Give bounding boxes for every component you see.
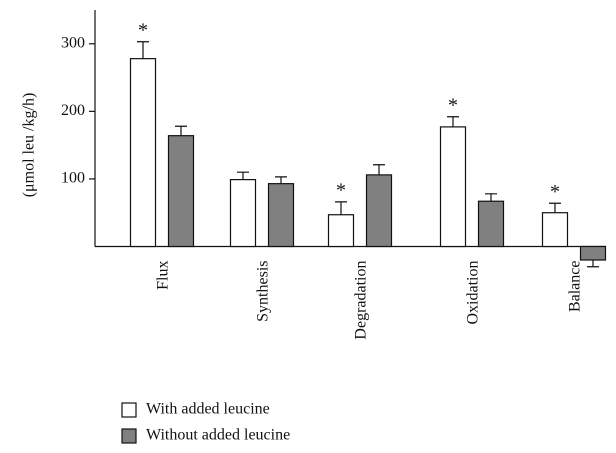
bar bbox=[229, 179, 257, 248]
error-bar bbox=[485, 193, 497, 202]
bar bbox=[541, 212, 569, 248]
x-tick-label: Balance bbox=[567, 261, 584, 313]
error-bar bbox=[237, 171, 249, 180]
y-tick-label: 300 bbox=[61, 34, 85, 51]
error-bar bbox=[335, 201, 347, 215]
significance-marker: * bbox=[448, 94, 458, 116]
x-tick-label: Flux bbox=[155, 261, 172, 290]
error-bar bbox=[175, 125, 187, 136]
legend-swatch bbox=[121, 428, 137, 444]
y-tick-label: 200 bbox=[61, 102, 85, 119]
x-tick-label: Synthesis bbox=[255, 261, 272, 322]
significance-marker: * bbox=[138, 19, 148, 41]
bar bbox=[365, 174, 393, 248]
error-bar bbox=[373, 164, 385, 175]
bar bbox=[167, 135, 195, 248]
x-tick-label: Degradation bbox=[353, 261, 370, 340]
legend-label: With added leucine bbox=[146, 401, 270, 418]
y-axis-label: (μmol leu /kg/h) bbox=[21, 93, 38, 198]
legend-swatch bbox=[121, 402, 137, 418]
bar bbox=[439, 126, 467, 248]
significance-marker: * bbox=[336, 179, 346, 201]
x-tick-label: Oxidation bbox=[465, 261, 482, 325]
error-bar bbox=[587, 260, 599, 268]
error-bar bbox=[275, 176, 287, 184]
bar bbox=[267, 183, 295, 248]
error-bar bbox=[447, 116, 459, 127]
significance-marker: * bbox=[550, 181, 560, 203]
error-bar bbox=[549, 202, 561, 213]
bar bbox=[579, 245, 607, 261]
y-tick-label: 100 bbox=[61, 170, 85, 187]
bar bbox=[477, 200, 505, 248]
error-bar bbox=[137, 41, 149, 59]
bar bbox=[327, 214, 355, 248]
legend-label: Without added leucine bbox=[146, 427, 290, 444]
bar bbox=[129, 58, 157, 248]
